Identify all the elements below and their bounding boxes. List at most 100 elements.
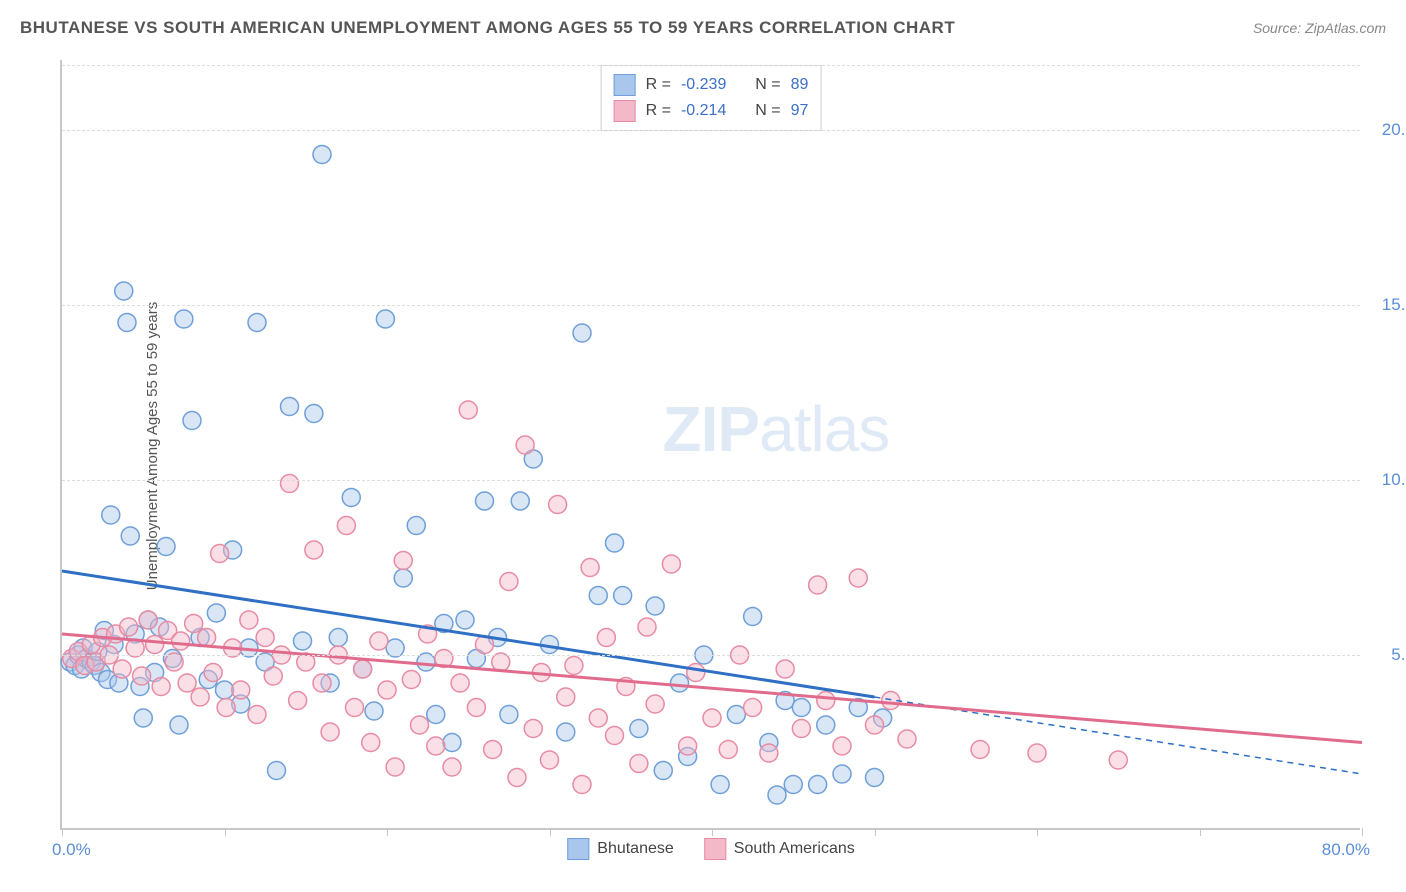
- scatter-point: [204, 664, 222, 682]
- scatter-point: [500, 706, 518, 724]
- scatter-point: [597, 629, 615, 647]
- scatter-point: [557, 723, 575, 741]
- scatter-point: [573, 324, 591, 342]
- scatter-point: [217, 699, 235, 717]
- scatter-point: [118, 314, 136, 332]
- scatter-point: [630, 755, 648, 773]
- scatter-point: [898, 730, 916, 748]
- scatter-point: [817, 716, 835, 734]
- scatter-point: [467, 699, 485, 717]
- scatter-point: [646, 695, 664, 713]
- y-tick-label: 10.0%: [1370, 470, 1406, 490]
- scatter-point: [500, 573, 518, 591]
- scatter-point: [703, 709, 721, 727]
- gridline-h: [62, 480, 1360, 481]
- scatter-point: [102, 506, 120, 524]
- scatter-point: [589, 587, 607, 605]
- y-tick-label: 15.0%: [1370, 295, 1406, 315]
- scatter-point: [354, 660, 372, 678]
- scatter-point: [191, 688, 209, 706]
- r-value-south-american: -0.214: [681, 102, 726, 120]
- scatter-point: [744, 608, 762, 626]
- scatter-point: [232, 681, 250, 699]
- scatter-point: [792, 720, 810, 738]
- scatter-point: [157, 538, 175, 556]
- n-label: N =: [755, 102, 780, 120]
- scatter-point: [115, 282, 133, 300]
- scatter-point: [407, 517, 425, 535]
- x-tick: [550, 828, 551, 836]
- swatch-bhutanese: [614, 74, 636, 96]
- scatter-point: [484, 741, 502, 759]
- scatter-point: [565, 657, 583, 675]
- scatter-point: [833, 765, 851, 783]
- x-tick: [387, 828, 388, 836]
- scatter-point: [216, 681, 234, 699]
- scatter-point: [719, 741, 737, 759]
- y-tick-label: 20.0%: [1370, 120, 1406, 140]
- scatter-point: [134, 709, 152, 727]
- scatter-point: [178, 674, 196, 692]
- n-value-south-american: 97: [791, 102, 809, 120]
- scatter-point: [671, 674, 689, 692]
- scatter-point: [549, 496, 567, 514]
- scatter-point: [508, 769, 526, 787]
- scatter-point: [516, 436, 534, 454]
- scatter-point: [386, 758, 404, 776]
- scatter-point: [557, 688, 575, 706]
- scatter-point: [711, 776, 729, 794]
- scatter-point: [394, 569, 412, 587]
- legend-label-south-american: South Americans: [734, 840, 855, 858]
- r-value-bhutanese: -0.239: [681, 76, 726, 94]
- scatter-point: [443, 734, 461, 752]
- legend-item-south-american: South Americans: [704, 838, 855, 860]
- scatter-point: [248, 314, 266, 332]
- scatter-point: [411, 716, 429, 734]
- y-tick-label: 5.0%: [1370, 645, 1406, 665]
- scatter-point: [443, 758, 461, 776]
- scatter-point: [427, 737, 445, 755]
- scatter-point: [120, 618, 138, 636]
- scatter-point: [305, 541, 323, 559]
- scatter-point: [581, 559, 599, 577]
- scatter-point: [833, 737, 851, 755]
- scatter-point: [476, 492, 494, 510]
- scatter-point: [606, 727, 624, 745]
- r-label: R =: [646, 76, 671, 94]
- scatter-point: [776, 660, 794, 678]
- x-origin-label: 0.0%: [52, 840, 91, 860]
- x-tick: [62, 828, 63, 836]
- scatter-point: [294, 632, 312, 650]
- scatter-point: [313, 146, 331, 164]
- scatter-point: [342, 489, 360, 507]
- scatter-point: [198, 629, 216, 647]
- scatter-point: [866, 716, 884, 734]
- n-value-bhutanese: 89: [791, 76, 809, 94]
- scatter-point: [321, 723, 339, 741]
- legend: Bhutanese South Americans: [567, 838, 854, 860]
- scatter-point: [606, 534, 624, 552]
- n-label: N =: [755, 76, 780, 94]
- scatter-point: [394, 552, 412, 570]
- scatter-point: [139, 611, 157, 629]
- scatter-point: [240, 611, 258, 629]
- scatter-point: [211, 545, 229, 563]
- scatter-point: [646, 597, 664, 615]
- gridline-h: [62, 305, 1360, 306]
- x-max-label: 80.0%: [1322, 840, 1370, 860]
- x-tick: [225, 828, 226, 836]
- scatter-point: [679, 737, 697, 755]
- scatter-point: [511, 492, 529, 510]
- scatter-point: [768, 786, 786, 804]
- scatter-point: [427, 706, 445, 724]
- scatter-point: [792, 699, 810, 717]
- scatter-point: [760, 744, 778, 762]
- x-tick: [1037, 828, 1038, 836]
- scatter-point: [305, 405, 323, 423]
- scatter-point: [866, 769, 884, 787]
- swatch-south-american: [614, 100, 636, 122]
- scatter-point: [170, 716, 188, 734]
- scatter-point: [175, 310, 193, 328]
- scatter-point: [809, 776, 827, 794]
- scatter-point: [456, 611, 474, 629]
